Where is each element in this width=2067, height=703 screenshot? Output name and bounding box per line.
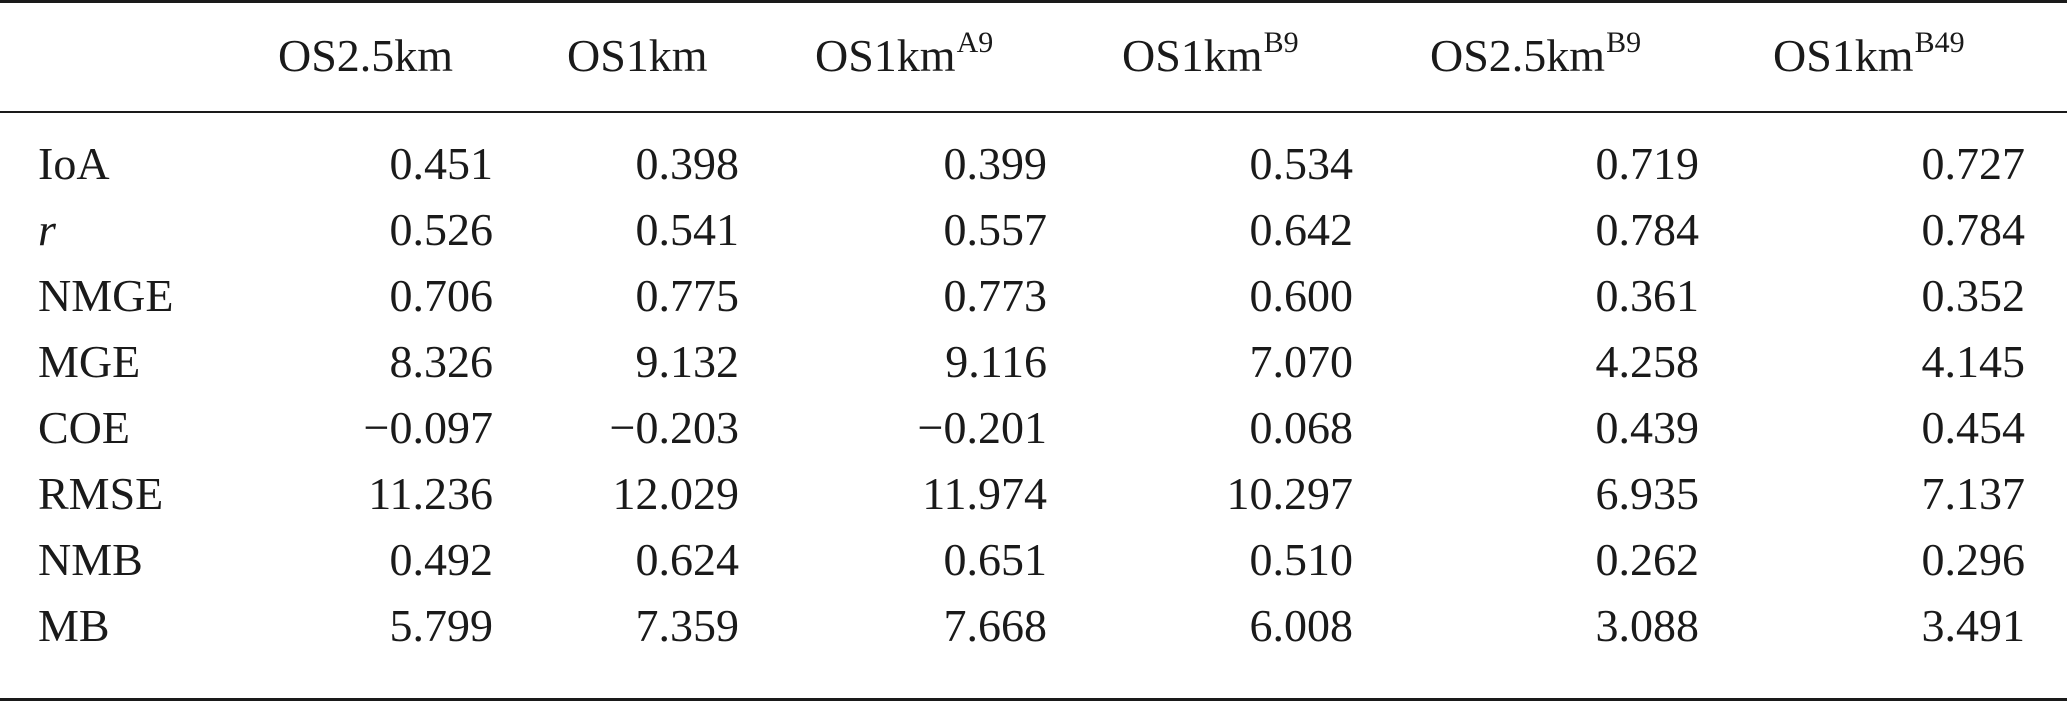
table-cell: 0.361 — [1595, 270, 1700, 321]
table-cell: 12.029 — [612, 468, 740, 519]
table-cell: 4.145 — [1921, 336, 2026, 387]
col-header-3-label: OS1km — [815, 30, 956, 81]
table-cell: 0.642 — [1249, 204, 1354, 255]
table-cell: 0.557 — [943, 204, 1048, 255]
top-rule — [0, 0, 2067, 3]
row-label: COE — [38, 402, 130, 453]
row-label: NMB — [38, 534, 143, 585]
col-header-1-label: OS2.5km — [278, 30, 454, 81]
table-cell: 7.070 — [1249, 336, 1354, 387]
table-cell: 0.439 — [1595, 402, 1700, 453]
table-cell: 7.668 — [943, 600, 1048, 651]
row-label: IoA — [38, 138, 110, 189]
table-cell: −0.097 — [363, 402, 493, 453]
table-cell: 0.727 — [1921, 138, 2026, 189]
table-cell: 0.454 — [1921, 402, 2026, 453]
table-cell: 9.132 — [635, 336, 740, 387]
table-cell: 0.352 — [1921, 270, 2026, 321]
table-cell: 3.088 — [1595, 600, 1700, 651]
table-cell: 0.399 — [943, 138, 1048, 189]
table-cell: 7.137 — [1921, 468, 2026, 519]
table-cell: 0.510 — [1249, 534, 1354, 585]
col-header-3-sup: A9 — [956, 26, 994, 59]
table-cell: 0.296 — [1921, 534, 2026, 585]
col-header-5: OS2.5kmB9 — [1430, 26, 1641, 88]
col-header-5-label: OS2.5km — [1430, 30, 1606, 81]
table-cell: 0.784 — [1921, 204, 2026, 255]
col-header-4: OS1kmB9 — [1122, 26, 1299, 88]
col-header-2: OS1km — [567, 30, 709, 88]
col-header-4-sup: B9 — [1263, 26, 1299, 59]
table-cell: 0.706 — [389, 270, 494, 321]
col-header-5-sup: B9 — [1606, 26, 1642, 59]
table-cell: 11.974 — [922, 468, 1047, 519]
table-cell: 11.236 — [368, 468, 493, 519]
row-label: RMSE — [38, 468, 164, 519]
table-cell: 0.534 — [1249, 138, 1354, 189]
table-cell: 0.773 — [943, 270, 1048, 321]
header-rule — [0, 111, 2067, 113]
table-cell: 0.492 — [389, 534, 494, 585]
table-cell: 0.784 — [1595, 204, 1700, 255]
row-label: NMGE — [38, 270, 174, 321]
col-header-3: OS1kmA9 — [815, 26, 993, 88]
table-cell: 10.297 — [1226, 468, 1354, 519]
table-cell: 4.258 — [1595, 336, 1700, 387]
col-header-6: OS1kmB49 — [1773, 26, 1965, 88]
bottom-rule — [0, 698, 2067, 701]
table-cell: 0.775 — [635, 270, 740, 321]
table-cell: 0.451 — [389, 138, 494, 189]
row-label: MB — [38, 600, 110, 651]
table-cell: 0.719 — [1595, 138, 1700, 189]
table-cell: 0.624 — [635, 534, 740, 585]
table-cell: 7.359 — [635, 600, 740, 651]
table-cell: 6.008 — [1249, 600, 1354, 651]
table-cell: 0.526 — [389, 204, 494, 255]
table-cell: 9.116 — [945, 336, 1047, 387]
row-label: r — [38, 204, 56, 255]
table-cell: −0.203 — [609, 402, 739, 453]
table-cell: 0.600 — [1249, 270, 1354, 321]
table-cell: 5.799 — [389, 600, 494, 651]
col-header-6-sup: B49 — [1914, 26, 1965, 59]
col-header-1: OS2.5km — [278, 30, 454, 88]
col-header-4-label: OS1km — [1122, 30, 1263, 81]
table-cell: 8.326 — [389, 336, 494, 387]
table-cell: 6.935 — [1595, 468, 1700, 519]
col-header-2-label: OS1km — [567, 30, 708, 81]
table-cell: 0.651 — [943, 534, 1048, 585]
table-cell: 0.398 — [635, 138, 740, 189]
table-cell: 0.068 — [1249, 402, 1354, 453]
table-cell: 3.491 — [1921, 600, 2026, 651]
row-label: MGE — [38, 336, 141, 387]
table-cell: 0.262 — [1595, 534, 1700, 585]
table-cell: 0.541 — [635, 204, 740, 255]
col-header-6-label: OS1km — [1773, 30, 1914, 81]
table-cell: −0.201 — [917, 402, 1047, 453]
